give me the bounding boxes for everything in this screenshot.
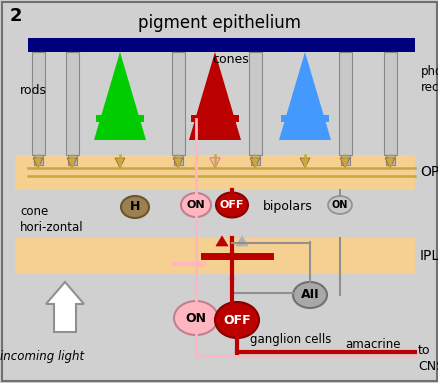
- Text: ON: ON: [185, 311, 206, 324]
- Text: IPL: IPL: [419, 249, 438, 263]
- Text: H: H: [130, 200, 140, 213]
- Polygon shape: [236, 236, 247, 246]
- Bar: [66, 52, 79, 155]
- Ellipse shape: [180, 193, 211, 217]
- Bar: [385, 155, 394, 165]
- Polygon shape: [33, 158, 43, 168]
- Text: cones: cones: [212, 53, 248, 66]
- Polygon shape: [189, 52, 240, 140]
- Bar: [383, 52, 396, 155]
- Text: ON: ON: [186, 200, 205, 210]
- Polygon shape: [173, 158, 183, 168]
- Bar: [96, 115, 144, 122]
- Bar: [172, 52, 184, 155]
- Text: amacrine: amacrine: [344, 339, 399, 352]
- Bar: [280, 115, 328, 122]
- Text: incoming light: incoming light: [0, 350, 84, 363]
- Bar: [251, 155, 259, 165]
- Text: ganglion cells: ganglion cells: [249, 334, 331, 347]
- Polygon shape: [215, 236, 227, 246]
- Ellipse shape: [327, 196, 351, 214]
- Polygon shape: [249, 158, 259, 168]
- Text: to
CNS: to CNS: [417, 344, 438, 373]
- Polygon shape: [67, 158, 77, 168]
- Ellipse shape: [121, 196, 148, 218]
- Bar: [15, 155, 414, 190]
- Bar: [116, 122, 125, 140]
- Ellipse shape: [215, 302, 258, 338]
- Text: 2: 2: [10, 7, 22, 25]
- Text: pigment epithelium: pigment epithelium: [138, 14, 301, 32]
- Bar: [173, 155, 183, 165]
- Bar: [34, 155, 43, 165]
- Polygon shape: [299, 158, 309, 168]
- Text: OFF: OFF: [219, 200, 244, 210]
- Polygon shape: [279, 52, 330, 140]
- Polygon shape: [209, 158, 219, 168]
- Text: bipolars: bipolars: [262, 200, 312, 213]
- Text: cone
hori­zontal: cone hori­zontal: [20, 205, 83, 234]
- Polygon shape: [209, 158, 219, 168]
- Polygon shape: [384, 158, 394, 168]
- Bar: [68, 155, 77, 165]
- Text: OFF: OFF: [223, 314, 250, 326]
- Ellipse shape: [215, 193, 247, 218]
- Polygon shape: [339, 158, 349, 168]
- Bar: [211, 122, 219, 140]
- Bar: [15, 238, 414, 274]
- Bar: [300, 122, 309, 140]
- Bar: [338, 52, 351, 155]
- Text: photo-
receptors: photo- receptors: [420, 65, 438, 95]
- FancyArrow shape: [46, 282, 84, 332]
- Polygon shape: [94, 52, 146, 140]
- Bar: [248, 52, 261, 155]
- Text: OPL: OPL: [419, 165, 438, 179]
- Text: ON: ON: [331, 200, 347, 210]
- Text: AII: AII: [300, 288, 318, 301]
- Text: rods: rods: [20, 83, 47, 97]
- Ellipse shape: [173, 301, 218, 335]
- Bar: [32, 52, 45, 155]
- Bar: [28, 38, 414, 52]
- Ellipse shape: [292, 282, 326, 308]
- Bar: [191, 115, 238, 122]
- Polygon shape: [115, 158, 125, 168]
- Bar: [340, 155, 349, 165]
